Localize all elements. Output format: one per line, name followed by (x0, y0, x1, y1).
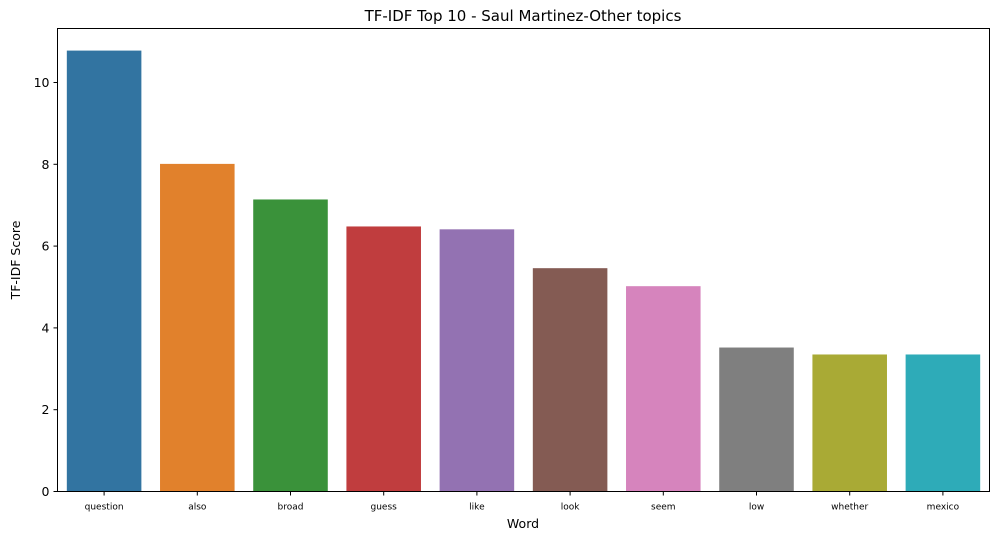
y-tick-label: 2 (42, 402, 50, 417)
y-tick-label: 4 (42, 320, 50, 335)
bars (66, 50, 981, 492)
y-axis-label: TF-IDF Score (8, 220, 23, 300)
bar-look (532, 268, 608, 492)
y-tick-label: 6 (42, 239, 50, 254)
bar-whether (812, 354, 887, 492)
x-tick-label: like (469, 503, 485, 513)
y-axis-ticks: 0 2 4 6 8 10 (34, 75, 58, 499)
x-tick-label: low (749, 503, 764, 513)
x-tick-label: broad (278, 503, 304, 513)
x-tick-label: whether (831, 503, 868, 513)
x-tick-label: seem (651, 503, 676, 513)
x-tick-label: guess (371, 503, 398, 513)
x-axis-ticks: question also broad guess like look seem low whe… (85, 491, 960, 513)
chart-title: TF-IDF Top 10 - Saul Martinez-Other topi… (364, 7, 682, 25)
y-tick-label: 0 (42, 484, 50, 499)
y-tick-label: 10 (34, 75, 50, 90)
y-tick-label: 8 (42, 157, 50, 172)
bar-low (719, 347, 794, 492)
bar-broad (253, 199, 328, 492)
bar-question (66, 50, 142, 492)
bar-also (160, 163, 235, 492)
x-tick-label: also (188, 503, 207, 513)
x-axis-label: Word (507, 516, 539, 531)
bar-mexico (905, 354, 981, 492)
x-tick-label: look (561, 503, 581, 513)
bar-guess (346, 226, 421, 492)
x-tick-label: question (85, 503, 124, 513)
bar-like (439, 229, 515, 492)
axes-frame (57, 28, 990, 492)
bar-seem (626, 286, 701, 492)
plot-area: 0 2 4 6 8 10 question also broad guess like look se… (34, 28, 990, 513)
x-tick-label: mexico (927, 503, 960, 513)
